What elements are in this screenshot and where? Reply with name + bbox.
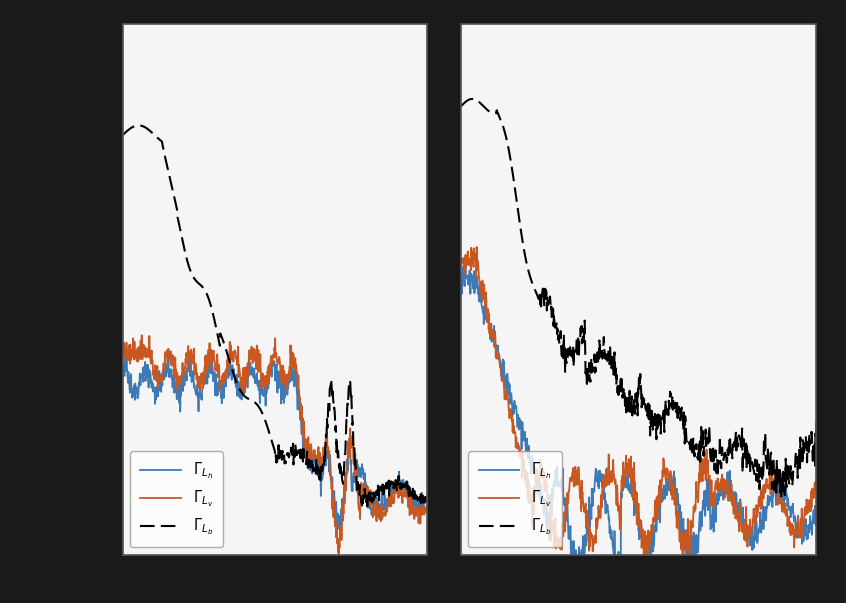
$\Gamma_{L_b}$ bbox=[683, 438, 693, 446]
$\Gamma_{L_b}$ bbox=[672, 399, 682, 406]
$\Gamma_{L_b}$ bbox=[134, 122, 144, 129]
Line: $\Gamma_{L_b}$: $\Gamma_{L_b}$ bbox=[123, 125, 427, 510]
Line: $\Gamma_{L_h}$: $\Gamma_{L_h}$ bbox=[123, 356, 427, 532]
$\Gamma_{L_v}$ bbox=[137, 332, 147, 339]
$\Gamma_{L_v}$ bbox=[136, 354, 146, 361]
$\Gamma_{L_b}$ bbox=[362, 507, 372, 514]
$\Gamma_{L_b}$ bbox=[726, 453, 736, 460]
$\Gamma_{L_h}$ bbox=[349, 479, 360, 486]
Line: $\Gamma_{L_v}$: $\Gamma_{L_v}$ bbox=[123, 335, 427, 555]
Legend: $\Gamma_{L_h}$, $\Gamma_{L_v}$, $\Gamma_{L_b}$: $\Gamma_{L_h}$, $\Gamma_{L_v}$, $\Gamma_… bbox=[469, 450, 562, 548]
Line: $\Gamma_{L_v}$: $\Gamma_{L_v}$ bbox=[461, 247, 816, 566]
$\Gamma_{L_v}$ bbox=[349, 458, 360, 466]
$\Gamma_{L_v}$ bbox=[811, 476, 821, 483]
$\Gamma_{L_h}$ bbox=[574, 574, 584, 581]
$\Gamma_{L_b}$ bbox=[312, 462, 322, 469]
$\Gamma_{L_h}$ bbox=[763, 492, 773, 499]
Line: $\Gamma_{L_b}$: $\Gamma_{L_b}$ bbox=[461, 99, 816, 496]
$\Gamma_{L_h}$ bbox=[727, 498, 737, 505]
$\Gamma_{L_b}$ bbox=[776, 493, 786, 500]
$\Gamma_{L_b}$ bbox=[295, 449, 305, 456]
$\Gamma_{L_h}$ bbox=[673, 490, 683, 497]
$\Gamma_{L_v}$ bbox=[663, 473, 673, 480]
$\Gamma_{L_h}$ bbox=[335, 529, 345, 536]
$\Gamma_{L_b}$ bbox=[118, 131, 128, 139]
$\Gamma_{L_v}$ bbox=[763, 481, 773, 488]
Legend: $\Gamma_{L_h}$, $\Gamma_{L_v}$, $\Gamma_{L_b}$: $\Gamma_{L_h}$, $\Gamma_{L_v}$, $\Gamma_… bbox=[130, 450, 223, 548]
$\Gamma_{L_b}$ bbox=[467, 95, 477, 103]
$\Gamma_{L_h}$ bbox=[460, 262, 470, 269]
$\Gamma_{L_v}$ bbox=[471, 243, 481, 250]
$\Gamma_{L_v}$ bbox=[478, 296, 488, 303]
$\Gamma_{L_h}$ bbox=[456, 271, 466, 279]
$\Gamma_{L_h}$ bbox=[663, 474, 673, 481]
$\Gamma_{L_v}$ bbox=[684, 539, 694, 546]
$\Gamma_{L_v}$ bbox=[303, 449, 313, 456]
$\Gamma_{L_h}$ bbox=[303, 462, 313, 469]
$\Gamma_{L_b}$ bbox=[456, 103, 466, 110]
$\Gamma_{L_v}$ bbox=[118, 349, 128, 356]
$\Gamma_{L_h}$ bbox=[204, 353, 214, 360]
$\Gamma_{L_v}$ bbox=[312, 453, 322, 460]
$\Gamma_{L_v}$ bbox=[673, 519, 683, 526]
$\Gamma_{L_b}$ bbox=[381, 487, 391, 494]
$\Gamma_{L_b}$ bbox=[811, 418, 821, 426]
$\Gamma_{L_h}$ bbox=[118, 365, 128, 373]
$\Gamma_{L_b}$ bbox=[762, 466, 772, 473]
$\Gamma_{L_b}$ bbox=[137, 122, 147, 130]
$\Gamma_{L_v}$ bbox=[381, 507, 391, 514]
$\Gamma_{L_h}$ bbox=[684, 564, 694, 571]
$\Gamma_{L_h}$ bbox=[381, 505, 391, 512]
$\Gamma_{L_h}$ bbox=[136, 373, 146, 380]
$\Gamma_{L_h}$ bbox=[422, 493, 432, 500]
$\Gamma_{L_v}$ bbox=[456, 254, 466, 262]
Line: $\Gamma_{L_h}$: $\Gamma_{L_h}$ bbox=[461, 265, 816, 578]
$\Gamma_{L_b}$ bbox=[422, 496, 432, 504]
$\Gamma_{L_v}$ bbox=[639, 562, 649, 569]
$\Gamma_{L_v}$ bbox=[295, 394, 305, 401]
$\Gamma_{L_h}$ bbox=[295, 409, 305, 416]
$\Gamma_{L_b}$ bbox=[349, 444, 359, 452]
$\Gamma_{L_h}$ bbox=[312, 461, 322, 468]
$\Gamma_{L_b}$ bbox=[478, 103, 488, 110]
$\Gamma_{L_h}$ bbox=[478, 303, 488, 311]
$\Gamma_{L_b}$ bbox=[662, 406, 673, 413]
$\Gamma_{L_v}$ bbox=[727, 481, 737, 488]
$\Gamma_{L_v}$ bbox=[333, 551, 343, 558]
$\Gamma_{L_h}$ bbox=[811, 516, 821, 523]
$\Gamma_{L_b}$ bbox=[303, 464, 313, 472]
$\Gamma_{L_v}$ bbox=[422, 492, 432, 499]
